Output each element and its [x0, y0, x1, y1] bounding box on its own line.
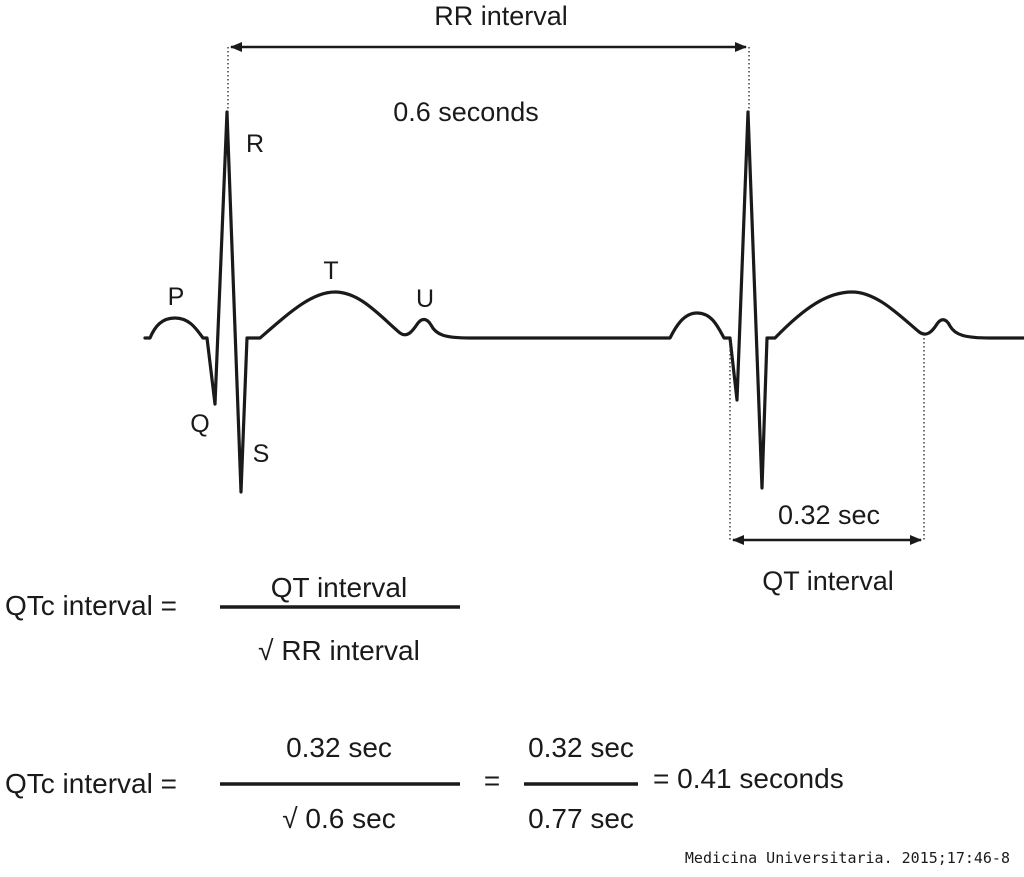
wave-label-p: P [168, 283, 185, 311]
formula2-equals: = [484, 765, 500, 796]
qt-interval-value: 0.32 sec [778, 500, 880, 530]
rr-interval-label: RR interval [434, 1, 568, 31]
qt-interval-label: QT interval [762, 566, 894, 596]
citation: Medicina Universitaria. 2015;17:46-8 [685, 849, 1010, 867]
wave-label-r: R [246, 130, 264, 158]
rr-interval-value: 0.6 seconds [393, 97, 539, 127]
wave-label-q: Q [190, 410, 209, 438]
formula2-lhs: QTc interval = [5, 768, 177, 799]
wave-label-u: U [416, 285, 434, 313]
formula1-denominator: √ RR interval [258, 635, 420, 666]
formula2-numerator: 0.32 sec [286, 732, 392, 763]
formula1-lhs: QTc interval = [5, 590, 177, 621]
formula2-denominator2: 0.77 sec [528, 803, 634, 834]
ecg-trace [143, 110, 1024, 494]
formula2-denominator: √ 0.6 sec [282, 803, 395, 834]
formula2-result: = 0.41 seconds [653, 763, 844, 794]
formula2-numerator2: 0.32 sec [528, 732, 634, 763]
wave-label-s: S [253, 440, 270, 468]
wave-label-t: T [323, 257, 338, 285]
formula1-numerator: QT interval [271, 572, 407, 603]
